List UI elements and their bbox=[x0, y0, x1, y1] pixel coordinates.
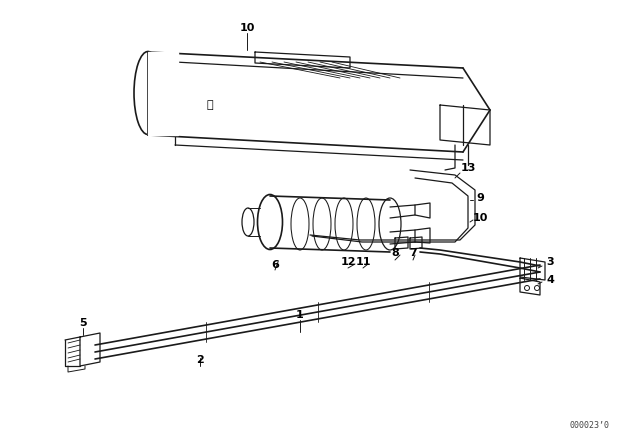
Text: 3: 3 bbox=[546, 257, 554, 267]
Text: 000023’0: 000023’0 bbox=[570, 421, 610, 430]
Text: 10: 10 bbox=[239, 23, 255, 33]
Text: 4: 4 bbox=[546, 275, 554, 285]
Text: 10: 10 bbox=[472, 213, 488, 223]
Text: 2: 2 bbox=[196, 355, 204, 365]
Text: ⌣: ⌣ bbox=[207, 100, 213, 110]
Text: 1: 1 bbox=[296, 310, 304, 320]
Bar bbox=[148, 52, 178, 135]
Text: 12: 12 bbox=[340, 257, 356, 267]
Text: 11: 11 bbox=[355, 257, 371, 267]
Text: 5: 5 bbox=[79, 318, 87, 328]
Text: 9: 9 bbox=[476, 193, 484, 203]
Text: 7: 7 bbox=[409, 248, 417, 258]
Text: 6: 6 bbox=[271, 260, 279, 270]
Text: 8: 8 bbox=[391, 248, 399, 258]
Text: 13: 13 bbox=[460, 163, 476, 173]
